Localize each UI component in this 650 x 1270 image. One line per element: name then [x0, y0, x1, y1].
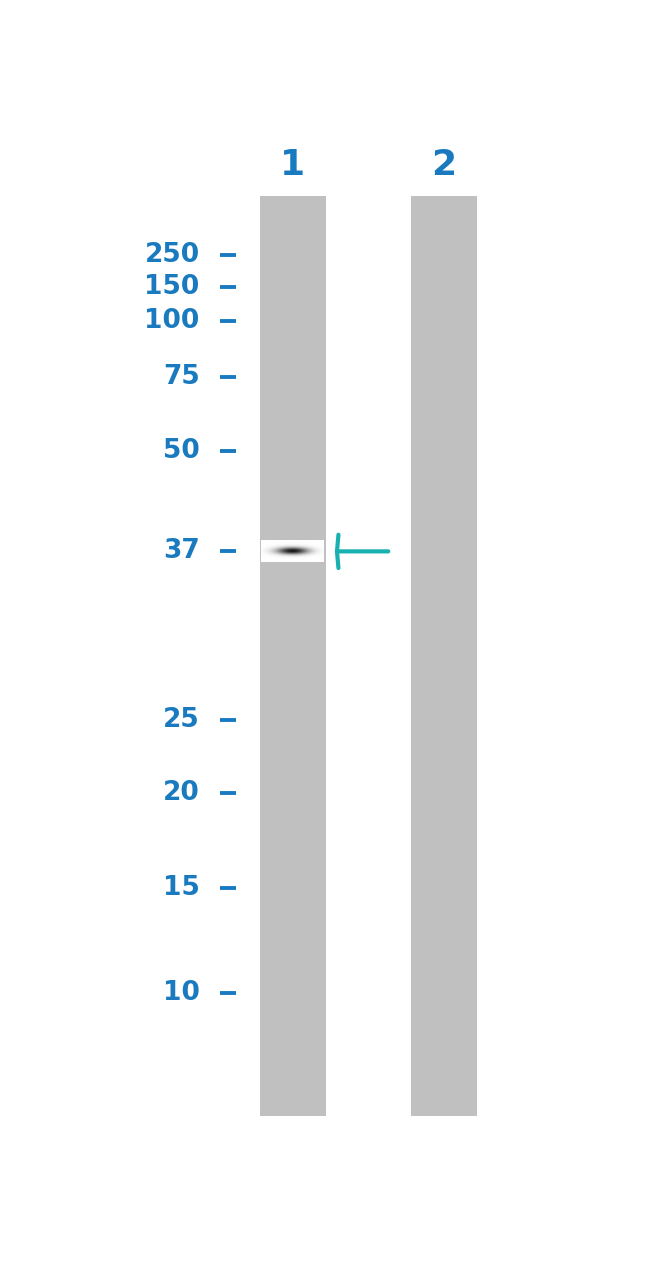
- Text: 75: 75: [163, 364, 200, 390]
- Text: 1: 1: [280, 147, 305, 182]
- Bar: [260, 197, 326, 1115]
- Text: 150: 150: [144, 274, 200, 300]
- Text: 37: 37: [163, 538, 200, 564]
- Text: 2: 2: [432, 147, 456, 182]
- Bar: [411, 197, 476, 1115]
- Text: 100: 100: [144, 307, 200, 334]
- Text: 15: 15: [162, 875, 200, 900]
- Text: 20: 20: [163, 780, 200, 806]
- Text: 250: 250: [144, 243, 200, 268]
- Text: 10: 10: [162, 980, 200, 1006]
- Text: 50: 50: [163, 438, 200, 464]
- Text: 25: 25: [163, 706, 200, 733]
